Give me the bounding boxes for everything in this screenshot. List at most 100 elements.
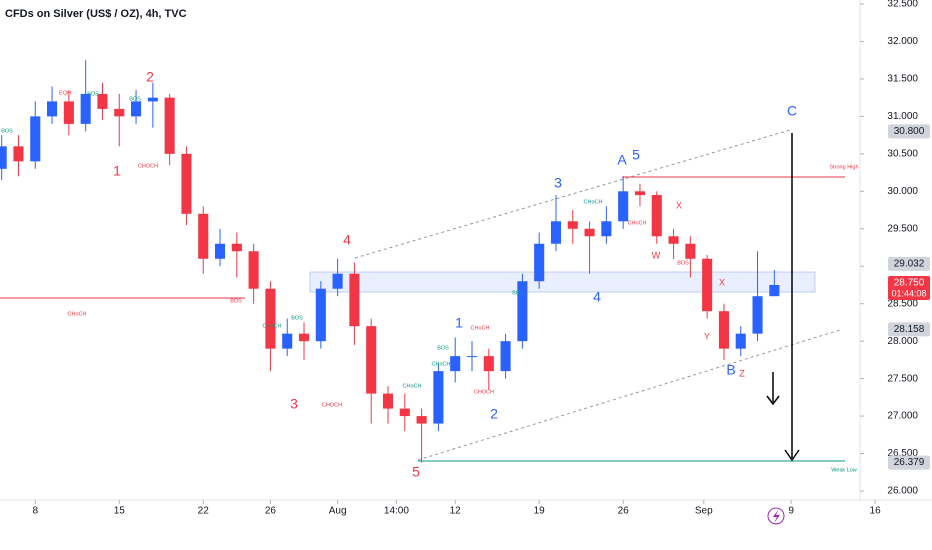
candle-body <box>702 258 713 312</box>
y-tick-label: 29.500 <box>887 223 918 234</box>
x-tick-label: 26 <box>618 506 630 517</box>
y-tick-label: 28.500 <box>887 298 918 309</box>
y-tick-label: 28.000 <box>887 336 918 347</box>
x-tick-label: 16 <box>870 506 882 517</box>
candle-body <box>567 221 578 229</box>
candle-body <box>0 146 7 169</box>
structure-label: CHOCH <box>138 163 158 169</box>
x-tick-label: 8 <box>32 506 38 517</box>
structure-label: BOS <box>129 96 141 102</box>
y-tick-label: 32.000 <box>887 36 918 47</box>
y-tick-label: 26.000 <box>887 486 918 497</box>
candle-body <box>500 341 511 372</box>
wave-label: 4 <box>343 232 351 248</box>
structure-label: BOS <box>677 260 689 266</box>
wave-label: 1 <box>455 315 463 331</box>
x-tick-label: 15 <box>114 506 126 517</box>
candle-body <box>752 296 763 334</box>
price-label-box <box>888 124 930 139</box>
wave-label: Z <box>739 368 745 378</box>
candle-body <box>198 213 209 259</box>
x-tick-label: 22 <box>198 506 210 517</box>
structure-label: BOS <box>437 345 449 351</box>
candle-body <box>433 371 444 424</box>
y-tick-label: 30.000 <box>887 186 918 197</box>
channel-lower <box>417 329 841 461</box>
countdown: 01:44:08 <box>891 288 926 298</box>
candle-body <box>265 288 276 349</box>
price-label-box <box>888 256 930 271</box>
wave-label: 2 <box>490 406 498 422</box>
candle-body <box>63 101 74 124</box>
structure-label: CHoCH <box>263 323 282 329</box>
structure-label: CHoCH <box>403 383 422 389</box>
x-tick-label: 19 <box>534 506 546 517</box>
wave-label: X <box>676 200 682 210</box>
zone <box>309 271 816 293</box>
wave-label: 5 <box>412 464 420 480</box>
candle-body <box>685 243 696 259</box>
arrow-head <box>766 395 780 406</box>
candle-body <box>349 273 360 327</box>
wave-label: X <box>719 277 725 287</box>
candle-body <box>416 416 427 424</box>
candle-body <box>517 281 528 342</box>
candle-body <box>332 273 343 289</box>
price-label-box <box>888 322 930 337</box>
structure-label: BOS <box>230 298 242 304</box>
candle-body <box>483 356 494 372</box>
candle-body <box>315 288 326 342</box>
wave-label: 2 <box>146 69 154 85</box>
candle-body <box>584 228 595 237</box>
candle-body <box>231 243 242 252</box>
candle-body <box>80 93 91 124</box>
y-tick-label: 31.500 <box>887 74 918 85</box>
structure-label: Strong High <box>829 164 858 170</box>
price-label: 30.800 <box>894 126 925 137</box>
y-tick-label: 32.500 <box>887 0 918 10</box>
y-tick-label: 30.500 <box>887 148 918 159</box>
x-tick-label: Sep <box>695 506 713 517</box>
candle-body <box>601 221 612 237</box>
y-tick-label: 27.000 <box>887 411 918 422</box>
structure-label: BOS <box>291 315 303 321</box>
x-tick-label: 14:00 <box>384 506 409 517</box>
candle-body <box>248 251 259 289</box>
y-tick-label: 31.000 <box>887 111 918 122</box>
candle-body <box>550 221 562 244</box>
wave-label: 4 <box>593 289 601 305</box>
current-price-label: 28.750 <box>894 278 925 289</box>
alert-icon[interactable] <box>767 507 785 525</box>
wave-label: 3 <box>290 396 298 412</box>
structure-label: BOS <box>512 290 524 296</box>
alert-bolt <box>773 510 780 523</box>
candle-body <box>30 116 41 162</box>
y-tick-label: 27.500 <box>887 373 918 384</box>
structure-label: Weak Low <box>831 467 857 473</box>
price-label: 26.379 <box>894 457 925 468</box>
candle-body <box>13 146 24 162</box>
wave-label: B <box>726 362 735 378</box>
candle-body <box>97 93 108 109</box>
candle-body <box>651 195 662 237</box>
wave-label: A <box>617 152 627 168</box>
x-tick-label: 26 <box>265 506 277 517</box>
candle-body <box>735 333 746 349</box>
structure-label: CHoCH <box>68 311 87 317</box>
candle-body <box>618 191 629 222</box>
structure-label: CHoCH <box>471 325 490 331</box>
wave-label: 3 <box>554 175 562 191</box>
structure-label: EQH <box>59 90 71 96</box>
candle-body <box>668 236 679 244</box>
structure-label: BOS <box>1 128 13 134</box>
price-label: 28.158 <box>894 324 925 335</box>
candle-body <box>769 284 780 297</box>
candle-body <box>164 97 175 154</box>
x-tick-label: 9 <box>788 506 794 517</box>
x-tick-label: 12 <box>450 506 462 517</box>
candle-body <box>298 333 310 342</box>
structure-label: CHOCH <box>322 402 342 408</box>
wave-label: Y <box>704 331 710 341</box>
